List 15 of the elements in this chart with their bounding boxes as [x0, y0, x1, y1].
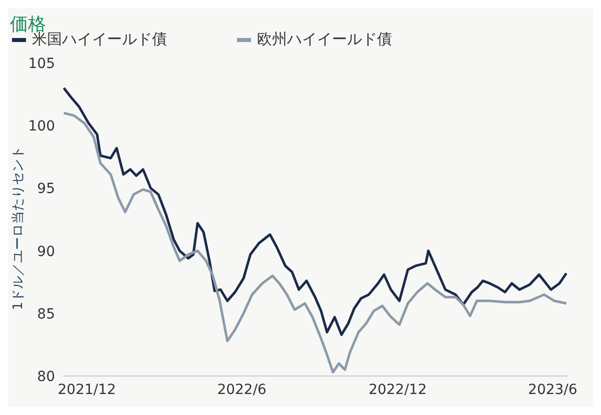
- x-tick-label: 2023/6: [528, 382, 578, 398]
- x-tick-label: 2022/12: [368, 382, 427, 398]
- y-tick-label: 95: [37, 181, 55, 198]
- y-tick-label: 105: [28, 56, 55, 72]
- y-tick-label: 85: [37, 306, 55, 322]
- x-tick-label: 2022/6: [217, 382, 267, 398]
- legend-label: 欧州ハイイールド債: [257, 30, 392, 49]
- legend-label: 米国ハイイールド債: [32, 30, 167, 49]
- x-tick-label: 2021/12: [58, 382, 116, 398]
- y-tick-label: 80: [37, 368, 55, 385]
- y-tick-label: 100: [28, 118, 55, 135]
- y-tick-label: 90: [37, 244, 55, 260]
- line-series: [63, 112, 568, 374]
- y-axis-title: 1ドル／ユーロ当たりセント: [10, 146, 27, 310]
- line-series: [63, 86, 568, 336]
